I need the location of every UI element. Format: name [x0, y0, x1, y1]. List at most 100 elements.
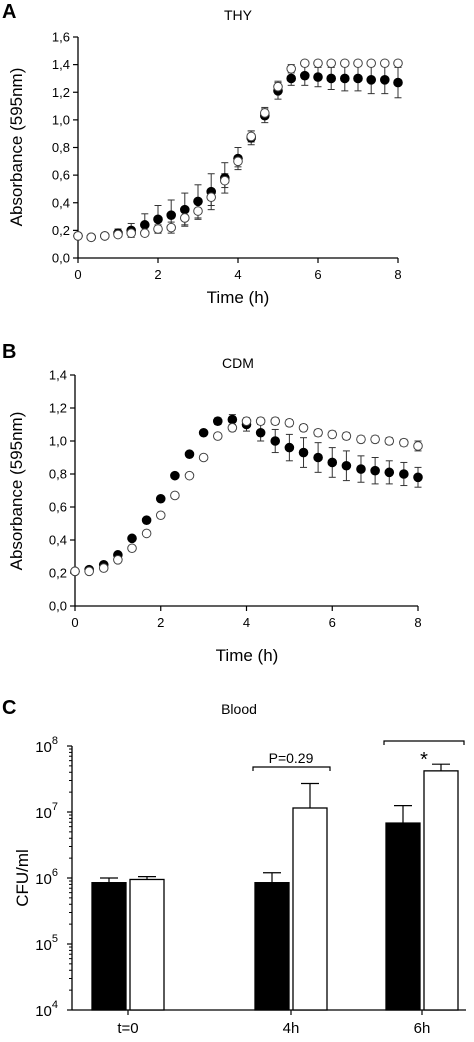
- data-point-open: [340, 58, 350, 69]
- data-point-open: [393, 58, 403, 69]
- data-point-filled: [356, 464, 366, 474]
- data-point-open: [100, 231, 110, 241]
- data-point-open: [313, 58, 323, 69]
- x-tick-label: 6: [314, 267, 321, 282]
- data-point-filled: [341, 460, 352, 471]
- data-point-open: [170, 490, 180, 501]
- data-point-open: [384, 436, 395, 446]
- data-point-filled: [327, 457, 338, 468]
- data-point-open: [353, 58, 363, 69]
- data-point-open: [155, 510, 166, 521]
- data-point-filled: [140, 220, 150, 230]
- data-point-filled: [300, 70, 310, 81]
- y-tick-label: 0,8: [52, 140, 70, 155]
- y-ticks: 104 105 106 107 108: [35, 735, 72, 1020]
- y-tick-label: 104: [35, 999, 58, 1020]
- data-point-open: [227, 423, 238, 433]
- p-value-annotation: P=0.29: [269, 750, 314, 766]
- data-point-filled: [298, 447, 309, 458]
- data-point-open: [255, 416, 266, 427]
- data-point-open: [399, 437, 409, 448]
- data-point-open: [212, 431, 223, 441]
- chart-title-blood: Blood: [221, 701, 257, 717]
- data-point-open: [356, 434, 366, 445]
- y-tick-label: 0,0: [49, 599, 67, 614]
- category-label: 6h: [414, 1020, 431, 1037]
- data-point-open: [380, 58, 390, 69]
- y-tick-label: 0,4: [49, 533, 67, 548]
- y-tick-label: 1,6: [52, 30, 70, 45]
- data-point-open: [113, 555, 123, 565]
- data-point-filled: [399, 469, 409, 479]
- y-tick-label: 1,0: [49, 434, 67, 449]
- data-point-open: [198, 452, 209, 463]
- y-tick-label: 0,2: [52, 223, 70, 238]
- data-point-open: [73, 231, 83, 241]
- y-axis-label: CFU/ml: [13, 849, 32, 907]
- panel-c: C Blood 104 105 106 107 108 t=0 4h 6h CFU/ml P…: [2, 697, 466, 1037]
- chart-title-thy: THY: [224, 7, 253, 23]
- data-point-open: [326, 58, 337, 69]
- category-label: t=0: [117, 1020, 138, 1037]
- data-point-open: [413, 441, 423, 451]
- data-point-filled: [366, 75, 377, 85]
- data-point-filled: [180, 204, 190, 215]
- data-point-open: [366, 58, 377, 69]
- y-tick-label: 1,2: [52, 85, 70, 100]
- y-tick-label: 1,4: [49, 368, 67, 383]
- x-tick-label: 2: [154, 267, 161, 282]
- y-tick-label: 0,8: [49, 467, 67, 482]
- data-point-filled: [284, 442, 295, 453]
- data-point-open: [313, 427, 323, 438]
- data-point-open: [166, 222, 176, 233]
- data-point-open: [126, 228, 136, 238]
- y-tick-label: 0,6: [52, 168, 70, 183]
- y-tick-label: 1,2: [49, 401, 67, 416]
- y-tick-label: 0,4: [52, 195, 70, 210]
- data-point-open: [273, 81, 283, 92]
- data-point-open: [127, 543, 137, 554]
- data-point-open: [206, 192, 216, 203]
- bars: [91, 763, 459, 1011]
- data-point-filled: [212, 416, 223, 427]
- x-ticks: 0 2 4 6 8: [74, 258, 402, 282]
- data-point-filled: [370, 465, 380, 476]
- error-bars: [114, 59, 402, 238]
- bar-open: [423, 770, 459, 1011]
- y-tick-label: 0,6: [49, 500, 67, 515]
- x-axis-label: Time (h): [216, 646, 279, 665]
- y-ticks: 0,0 0,2 0,4 0,6 0,8 1,0 1,2 1,4: [49, 368, 75, 614]
- data-point-filled: [193, 196, 203, 207]
- data-point-open: [370, 434, 380, 445]
- y-axis-label: Absorbance (595nm): [7, 68, 26, 227]
- data-point-open: [113, 229, 123, 240]
- x-ticks: 0 2 4 6 8: [71, 606, 422, 630]
- x-tick-label: 0: [71, 615, 78, 630]
- data-point-open: [141, 528, 152, 539]
- category-labels: t=0 4h 6h: [117, 1010, 430, 1037]
- bar-filled: [385, 822, 421, 1011]
- data-point-open: [286, 63, 297, 74]
- y-ticks: 0,0 0,2 0,4 0,6 0,8 1,0 1,2 1,4 1,6: [52, 30, 78, 266]
- data-point-open: [153, 224, 163, 234]
- data-point-open: [270, 416, 281, 427]
- x-tick-label: 0: [74, 267, 81, 282]
- chart-title-cdm: CDM: [222, 355, 254, 371]
- x-tick-label: 6: [329, 615, 336, 630]
- y-tick-label: 105: [35, 933, 58, 954]
- data-point-open: [193, 206, 203, 216]
- y-tick-label: 107: [35, 801, 58, 822]
- data-points: [73, 58, 403, 243]
- data-point-filled: [170, 470, 180, 481]
- data-point-filled: [413, 472, 423, 483]
- x-tick-label: 8: [414, 615, 421, 630]
- data-point-open: [260, 108, 270, 118]
- bar-open: [292, 807, 328, 1011]
- data-point-open: [327, 429, 338, 440]
- significance-bracket-4h: [252, 766, 331, 771]
- panel-label-b: B: [2, 341, 16, 363]
- panel-label-a: A: [2, 1, 16, 23]
- data-point-open: [300, 58, 310, 69]
